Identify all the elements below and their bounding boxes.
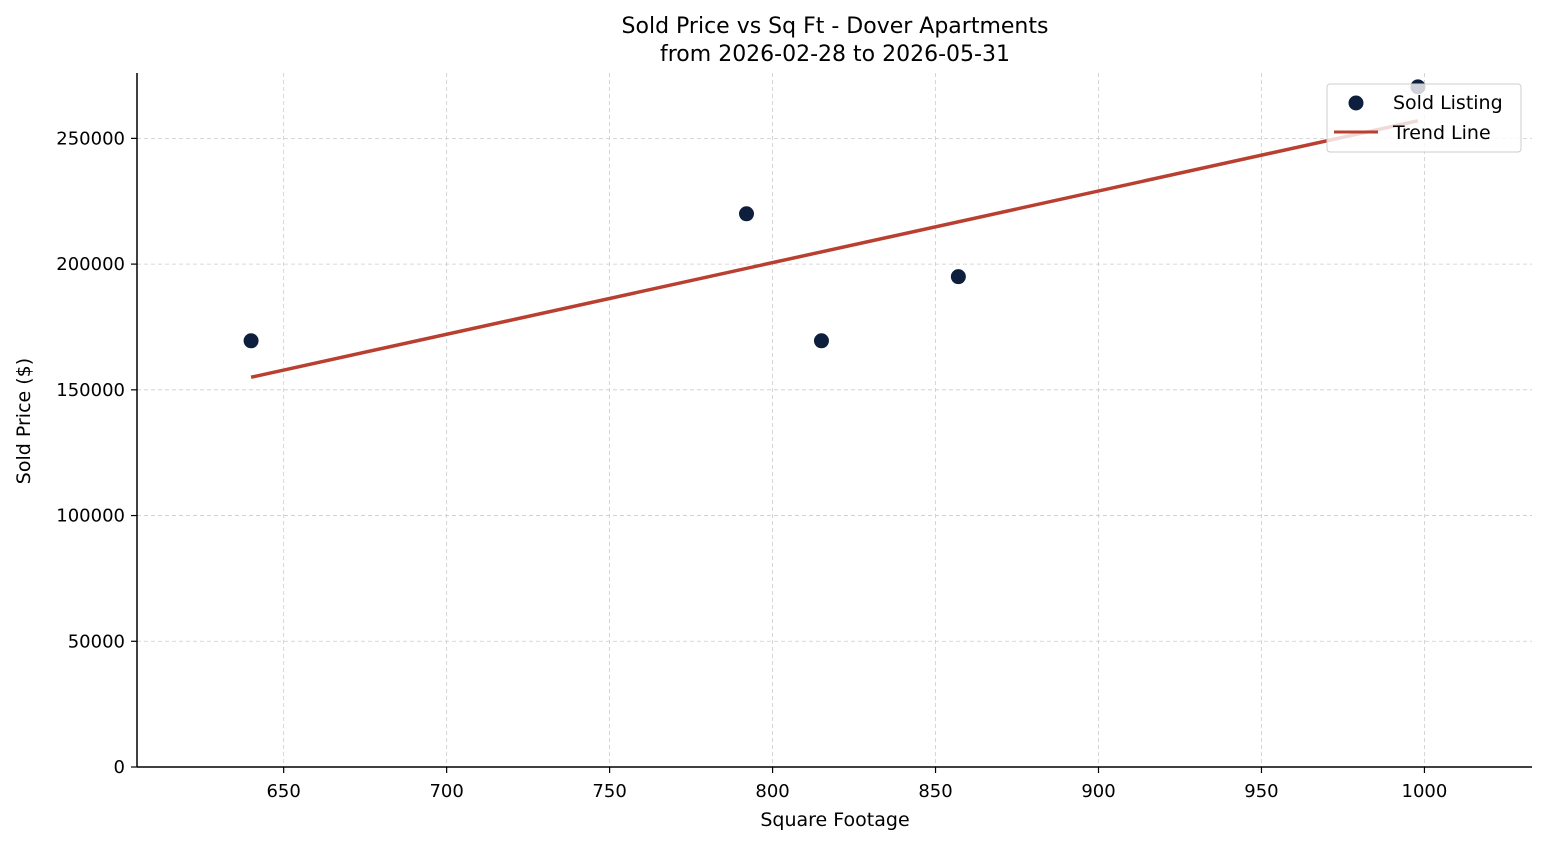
y-axis-label: Sold Price ($) xyxy=(13,358,35,484)
x-axis-label: Square Footage xyxy=(760,809,909,831)
x-tick-label: 900 xyxy=(1081,781,1115,802)
trend-line-layer xyxy=(250,119,1419,379)
y-tick-label: 100000 xyxy=(56,506,125,527)
grid xyxy=(137,73,1532,768)
y-tick-label: 200000 xyxy=(56,254,125,275)
legend-label-trend-line: Trend Line xyxy=(1392,122,1491,144)
legend-marker-sold-listing xyxy=(1348,95,1364,111)
chart-subtitle: from 2026-02-28 to 2026-05-31 xyxy=(660,42,1010,67)
legend-box xyxy=(1326,83,1522,153)
scatter-points xyxy=(243,79,1426,349)
scatter-point xyxy=(813,333,829,349)
x-tick-label: 1000 xyxy=(1402,781,1448,802)
y-ticks: 0 50000 100000 150000 200000 250000 xyxy=(56,128,137,778)
x-ticks: 650 700 750 800 850 900 950 1000 xyxy=(266,767,1447,802)
y-tick-label: 150000 xyxy=(56,380,125,401)
legend-label-sold-listing: Sold Listing xyxy=(1393,92,1503,114)
scatter-point xyxy=(738,206,754,222)
x-tick-label: 750 xyxy=(592,781,626,802)
scatter-point xyxy=(950,269,966,285)
y-tick-label: 50000 xyxy=(68,631,125,652)
chart-title: Sold Price vs Sq Ft - Dover Apartments xyxy=(622,14,1049,39)
x-tick-label: 950 xyxy=(1244,781,1278,802)
scatter-point xyxy=(243,333,259,349)
x-tick-label: 800 xyxy=(755,781,789,802)
x-tick-label: 700 xyxy=(429,781,463,802)
x-tick-label: 650 xyxy=(266,781,300,802)
y-tick-label: 0 xyxy=(114,757,125,778)
x-tick-label: 850 xyxy=(918,781,952,802)
trend-line xyxy=(250,119,1419,379)
y-tick-label: 250000 xyxy=(56,128,125,149)
legend: Sold Listing Trend Line xyxy=(1326,83,1522,153)
